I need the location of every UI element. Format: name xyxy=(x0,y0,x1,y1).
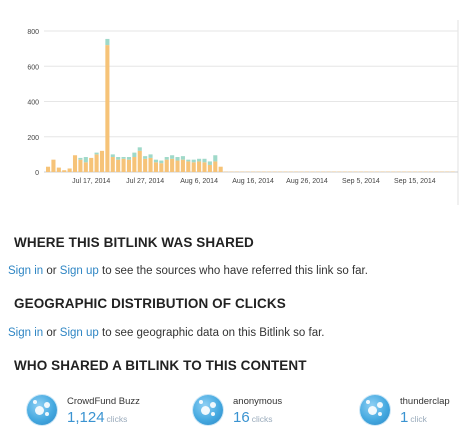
sharer-name[interactable]: CrowdFund Buzz xyxy=(67,396,140,407)
sign-up-link[interactable]: Sign up xyxy=(59,265,99,277)
y-tick-label: 200 xyxy=(27,135,39,142)
bar-segment-bottom xyxy=(197,161,202,172)
bar-segment-bottom xyxy=(99,150,105,172)
bar-segment-top xyxy=(207,161,212,165)
bar-segment-top xyxy=(170,155,175,159)
bar-segment-bottom xyxy=(132,157,137,172)
bar-segment-top xyxy=(159,160,164,164)
bar-segment-bottom xyxy=(191,162,196,172)
shared-section-text: Sign in or Sign up to see the sources wh… xyxy=(8,265,368,277)
bar-segment-bottom xyxy=(126,159,132,172)
sharer-name[interactable]: anonymous xyxy=(233,396,283,407)
x-tick-label: Jul 27, 2014 xyxy=(126,178,164,185)
sharer-clicks: 1 click xyxy=(400,409,427,427)
bar-segment-top xyxy=(143,156,148,159)
bar-segment-bottom xyxy=(67,168,72,172)
sharer-clicks: 16 clicks xyxy=(233,409,272,427)
bar-segment-bottom xyxy=(153,162,158,172)
sharer-name[interactable]: thunderclap xyxy=(400,396,450,407)
bar-segment-bottom xyxy=(207,164,212,172)
geo-info-text: to see geographic data on this Bitlink s… xyxy=(98,327,325,339)
sharer-click-count: 1 xyxy=(400,409,409,426)
bar-segment-bottom xyxy=(202,162,207,172)
bar-segment-top xyxy=(116,157,121,160)
bar-segment-bottom xyxy=(72,155,78,172)
sign-up-link[interactable]: Sign up xyxy=(59,327,99,339)
or-text: or xyxy=(43,327,60,339)
bar-segment-bottom xyxy=(180,159,185,172)
bar-segment-bottom xyxy=(62,170,67,172)
bar-segment-top xyxy=(213,155,218,162)
bar-segment-top xyxy=(164,157,169,160)
bar-segment-bottom xyxy=(175,160,180,172)
x-tick-label: Aug 16, 2014 xyxy=(232,178,274,185)
bar-segment-top xyxy=(137,147,142,151)
sharer-click-unit: clicks xyxy=(106,414,128,424)
bar-segment-bottom xyxy=(116,159,121,172)
sharer-click-count: 16 xyxy=(233,409,250,426)
bar-segment-bottom xyxy=(94,154,99,172)
y-tick-label: 600 xyxy=(27,64,39,71)
geo-section-text: Sign in or Sign up to see geographic dat… xyxy=(8,327,324,339)
bar-segment-top xyxy=(105,38,110,46)
bar-segment-top xyxy=(202,158,207,163)
bar-segment-top xyxy=(180,156,185,160)
bar-segment-top xyxy=(132,152,137,158)
bar-segment-top xyxy=(191,159,196,163)
bar-segment-top xyxy=(110,154,115,158)
bubbles-avatar-icon xyxy=(360,395,390,425)
bar-segment-bottom xyxy=(148,157,153,172)
sign-in-link[interactable]: Sign in xyxy=(8,327,44,339)
clicks-chart-svg: 0 200 400 600 800 Jul 17, 2014 Jul 27, 2014 Aug… xyxy=(27,20,459,205)
sharer-click-count: 1,124 xyxy=(67,409,105,426)
bar-segment-top xyxy=(78,157,83,160)
bar-segment-bottom xyxy=(78,159,83,172)
bubbles-avatar-icon xyxy=(193,395,223,425)
bar-segment-top xyxy=(153,159,158,163)
y-tick-label: 800 xyxy=(27,29,39,36)
x-tick-label: Sep 15, 2014 xyxy=(394,178,436,185)
bar-segment-bottom xyxy=(110,157,115,172)
sharer-click-unit: click xyxy=(410,414,427,424)
who-section-title: WHO SHARED A BITLINK TO THIS CONTENT xyxy=(14,358,307,373)
bar-segment-bottom xyxy=(121,158,126,172)
x-tick-label: Sep 5, 2014 xyxy=(342,178,380,185)
bar-segment-bottom xyxy=(218,166,223,172)
sharer-clicks: 1,124 clicks xyxy=(67,409,127,427)
shared-info-text: to see the sources who have referred thi… xyxy=(98,265,368,277)
bar-segment-top xyxy=(83,157,88,163)
bar-segment-bottom xyxy=(159,163,164,172)
bar-segment-top xyxy=(148,154,153,158)
bar-segment-bottom xyxy=(83,162,88,172)
bar-segment-top xyxy=(121,157,126,159)
y-tick-label: 400 xyxy=(27,100,39,107)
bubbles-avatar-icon xyxy=(27,395,57,425)
sign-in-link[interactable]: Sign in xyxy=(8,265,44,277)
x-tick-label: Jul 17, 2014 xyxy=(72,178,110,185)
geo-section-title: GEOGRAPHIC DISTRIBUTION OF CLICKS xyxy=(14,296,286,311)
shared-section-title: WHERE THIS BITLINK WAS SHARED xyxy=(14,235,254,250)
bar-segment-top xyxy=(197,158,202,162)
bar-segment-top xyxy=(186,159,191,162)
or-text: or xyxy=(43,265,60,277)
x-tick-label: Aug 6, 2014 xyxy=(180,178,218,185)
x-tick-label: Aug 26, 2014 xyxy=(286,178,328,185)
y-tick-label: 0 xyxy=(35,170,39,177)
bar-segment-top xyxy=(94,152,99,155)
bar-segment-bottom xyxy=(89,157,94,172)
bar-segment-top xyxy=(126,157,132,160)
bar-segment-bottom xyxy=(186,161,191,172)
sharer-click-unit: clicks xyxy=(251,414,273,424)
bar-segment-bottom xyxy=(164,159,169,172)
bar-segment-bottom xyxy=(143,158,148,172)
bar-segment-bottom xyxy=(213,161,218,172)
bar-segment-bottom xyxy=(137,150,142,172)
clicks-chart: 0 200 400 600 800 Jul 17, 2014 Jul 27, 2014 Aug… xyxy=(0,0,460,205)
bar-segment-bottom xyxy=(105,45,110,172)
bar-segment-bottom xyxy=(170,158,175,172)
bar-segment-bottom xyxy=(51,159,56,172)
bar-segment-bottom xyxy=(56,167,61,172)
bar-segment-top xyxy=(175,157,180,161)
bar-segment-bottom xyxy=(46,166,51,172)
